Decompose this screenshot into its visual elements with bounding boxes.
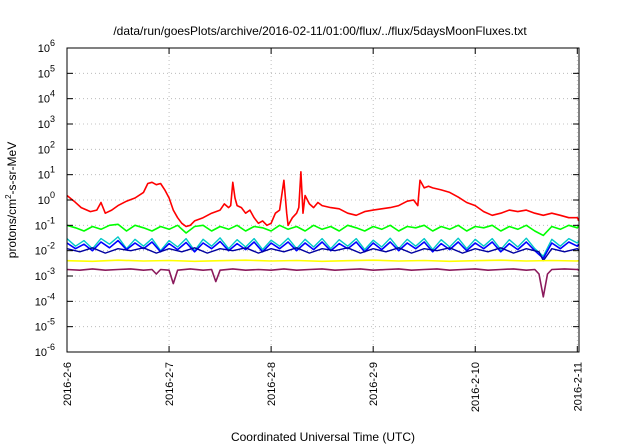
- y-tick-label: 103: [38, 114, 55, 131]
- y-axis-title-post: -s-sr-MeV: [5, 142, 19, 195]
- x-tick-label: 2016-2-7: [164, 362, 176, 406]
- ticks: [66, 47, 579, 353]
- x-axis-title: Coordinated Universal Time (UTC): [231, 430, 415, 444]
- x-tick-label: 2016-2-6: [62, 362, 74, 406]
- y-axis-title-pre: protons/cm: [5, 199, 19, 258]
- y-tick-label: 106: [38, 38, 55, 55]
- grid-lines: [66, 47, 579, 353]
- series-line-1: [66, 171, 580, 228]
- series-line-3: [66, 236, 580, 257]
- x-tick-label: 2016-2-9: [368, 362, 380, 406]
- y-tick-label: 10-1: [35, 215, 55, 232]
- y-tick-label: 10-4: [35, 291, 55, 308]
- y-tick-label: 10-3: [35, 266, 55, 283]
- series-line-2: [66, 223, 580, 237]
- y-tick-labels: 10-6 10-5 10-4 10-3 10-2 10-1 100 101 102 103 104 1…: [35, 38, 55, 359]
- x-tick-label: 2016-2-8: [266, 362, 278, 406]
- y-tick-label: 104: [38, 89, 55, 106]
- y-tick-label: 101: [38, 165, 55, 182]
- y-tick-label: 105: [38, 63, 55, 80]
- series-line-4: [66, 239, 580, 260]
- series-layer: [66, 171, 580, 298]
- x-tick-label: 2016-2-11: [572, 362, 584, 411]
- y-axis-title: protons/cm2-s-sr-MeV: [4, 142, 19, 258]
- y-tick-label: 100: [38, 190, 55, 207]
- x-tick-label: 2016-2-10: [470, 362, 482, 412]
- series-line-5: [66, 247, 580, 262]
- y-tick-label: 10-2: [35, 241, 55, 258]
- y-tick-label: 10-5: [35, 317, 55, 334]
- series-line-6: [66, 259, 580, 263]
- y-tick-label: 102: [38, 139, 55, 156]
- y-tick-label: 10-6: [35, 342, 55, 359]
- chart-title: /data/run/goesPlots/archive/2016-02-11/0…: [113, 24, 527, 38]
- y-axis-title-sup: 2: [4, 194, 13, 199]
- series-line-7: [66, 268, 580, 298]
- x-tick-labels: 2016-2-6 2016-2-7 2016-2-8 2016-2-9 2016-2-1…: [62, 362, 584, 412]
